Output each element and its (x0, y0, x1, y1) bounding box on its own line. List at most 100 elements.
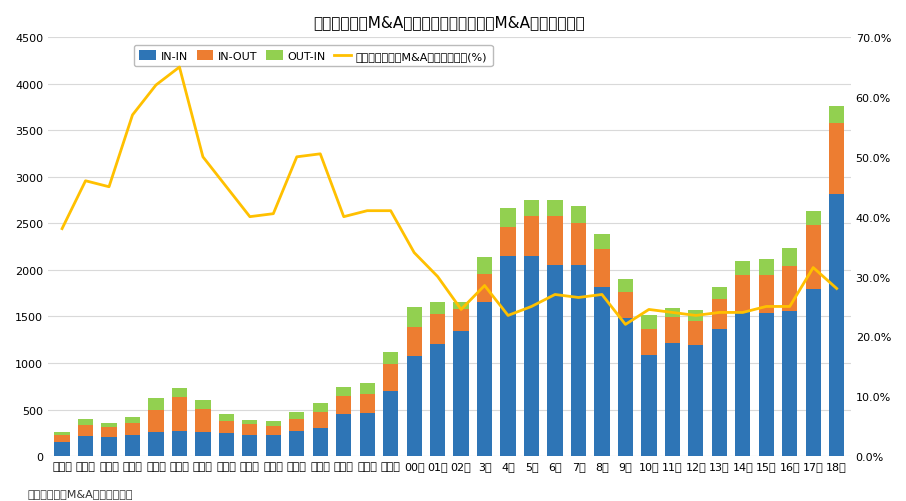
Bar (712, 300, 727, 329)
Bar (712, 329, 727, 456)
クロスボーダーM&Aの占める割合(%) (479, 283, 490, 289)
クロスボーダーM&Aの占める割合(%) (361, 208, 372, 214)
Bar (383, 391, 399, 456)
Bar (407, 356, 422, 456)
Bar (242, 435, 257, 456)
Bar (242, 420, 257, 424)
Bar (758, 260, 774, 275)
クロスボーダーM&Aの占める割合(%) (526, 304, 537, 310)
Bar (430, 345, 445, 456)
Bar (524, 257, 539, 456)
Bar (125, 417, 140, 423)
Bar (430, 302, 445, 314)
Bar (641, 355, 657, 456)
Bar (618, 319, 633, 456)
Bar (313, 412, 328, 428)
Bar (101, 423, 117, 427)
Bar (383, 365, 399, 391)
Bar (407, 307, 422, 327)
Bar (477, 274, 492, 303)
Bar (78, 436, 93, 456)
クロスボーダーM&Aの占める割合(%) (690, 313, 701, 319)
Bar (735, 311, 750, 456)
Bar (383, 353, 399, 365)
Bar (265, 421, 281, 426)
Bar (196, 409, 210, 432)
Bar (758, 275, 774, 313)
Bar (782, 248, 797, 267)
Bar (571, 206, 586, 224)
Bar (547, 266, 563, 456)
クロスボーダーM&Aの占める割合(%) (785, 304, 795, 310)
Bar (477, 303, 492, 456)
Bar (149, 432, 164, 456)
Bar (407, 327, 422, 356)
Bar (829, 194, 844, 456)
Bar (805, 290, 821, 456)
Bar (218, 433, 234, 456)
Bar (313, 404, 328, 412)
Bar (829, 124, 844, 194)
Bar (313, 428, 328, 456)
Bar (218, 414, 234, 421)
Bar (360, 383, 375, 394)
Bar (196, 400, 210, 409)
Bar (689, 311, 703, 321)
Bar (54, 442, 70, 456)
Bar (289, 419, 304, 431)
Bar (547, 216, 563, 266)
クロスボーダーM&Aの占める割合(%) (385, 208, 396, 214)
Bar (547, 200, 563, 216)
Bar (782, 267, 797, 311)
クロスボーダーM&Aの占める割合(%) (57, 226, 68, 232)
Bar (782, 311, 797, 456)
クロスボーダーM&Aの占める割合(%) (127, 113, 138, 119)
Bar (101, 427, 117, 437)
Bar (172, 431, 187, 456)
Bar (805, 226, 821, 290)
Bar (196, 432, 210, 456)
Bar (360, 394, 375, 413)
Bar (172, 388, 187, 398)
クロスボーダーM&Aの占める割合(%) (292, 154, 303, 160)
Bar (641, 330, 657, 355)
Bar (101, 437, 117, 456)
クロスボーダーM&Aの占める割合(%) (103, 184, 114, 190)
クロスボーダーM&Aの占める割合(%) (221, 184, 232, 190)
Bar (618, 279, 633, 293)
クロスボーダーM&Aの占める割合(%) (315, 151, 326, 157)
Bar (149, 399, 164, 410)
Legend: IN-IN, IN-OUT, OUT-IN, クロスボーダーM&Aの占める割合(%): IN-IN, IN-OUT, OUT-IN, クロスボーダーM&Aの占める割合(… (134, 46, 493, 67)
クロスボーダーM&Aの占める割合(%) (268, 211, 279, 217)
クロスボーダーM&Aの占める割合(%) (808, 265, 819, 271)
Bar (289, 431, 304, 456)
Bar (618, 293, 633, 319)
Bar (829, 107, 844, 124)
クロスボーダーM&Aの占める割合(%) (338, 214, 349, 220)
クロスボーダーM&Aの占める割合(%) (174, 65, 185, 71)
Bar (735, 262, 750, 276)
Bar (454, 332, 468, 456)
Bar (54, 432, 70, 435)
Bar (500, 208, 516, 227)
Bar (336, 396, 352, 414)
クロスボーダーM&Aの占める割合(%) (620, 322, 631, 328)
Bar (665, 309, 680, 318)
Bar (665, 344, 680, 456)
Bar (289, 412, 304, 419)
クロスボーダーM&Aの占める割合(%) (667, 310, 678, 316)
Bar (594, 250, 610, 287)
Bar (665, 318, 680, 344)
Bar (336, 414, 352, 456)
Bar (758, 313, 774, 456)
クロスボーダーM&Aの占める割合(%) (432, 274, 443, 280)
Bar (500, 227, 516, 257)
クロスボーダーM&Aの占める割合(%) (714, 310, 725, 316)
Bar (172, 398, 187, 431)
Bar (336, 387, 352, 396)
Bar (805, 211, 821, 226)
Bar (54, 435, 70, 442)
Line: クロスボーダーM&Aの占める割合(%): クロスボーダーM&Aの占める割合(%) (63, 68, 836, 325)
クロスボーダーM&Aの占める割合(%) (409, 250, 419, 256)
Bar (360, 413, 375, 456)
